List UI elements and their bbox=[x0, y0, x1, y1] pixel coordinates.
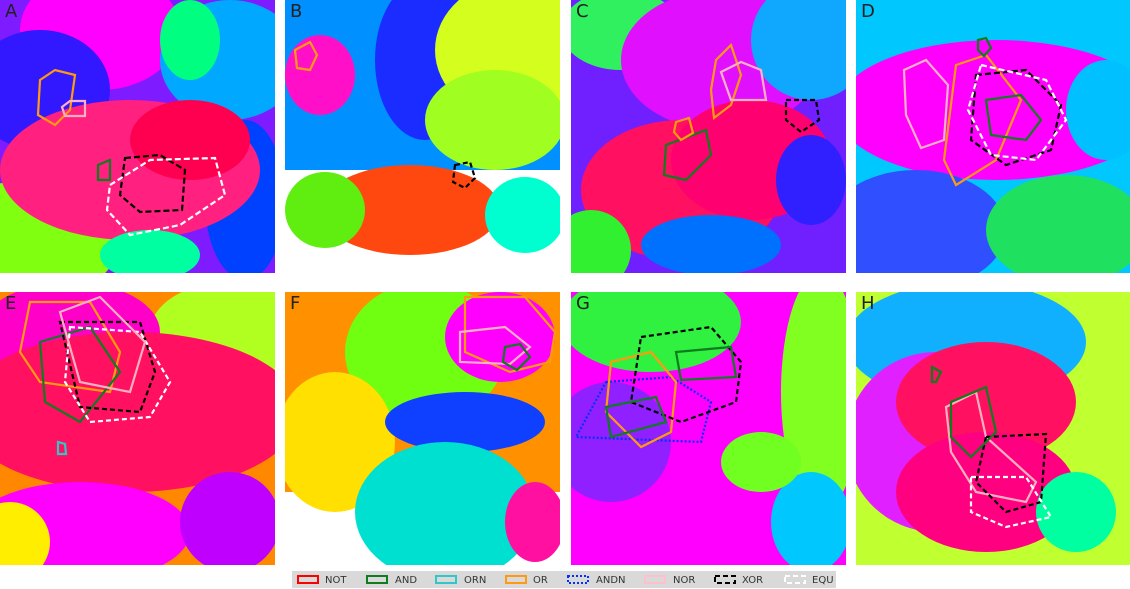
panel-label: G bbox=[576, 293, 590, 314]
panel-label: A bbox=[5, 1, 18, 22]
legend-swatch bbox=[644, 575, 666, 584]
legend-swatch bbox=[435, 575, 457, 584]
panel-g: G bbox=[571, 292, 846, 565]
panel-h: H bbox=[856, 292, 1130, 565]
panel-label: E bbox=[5, 293, 16, 314]
panel-label: C bbox=[576, 1, 589, 22]
panel-e: E bbox=[0, 292, 275, 565]
legend-swatch bbox=[366, 575, 388, 584]
legend-label: AND bbox=[395, 575, 417, 586]
legend-label: ORN bbox=[464, 575, 486, 586]
legend-label: NOT bbox=[325, 575, 347, 586]
legend-swatch bbox=[784, 575, 806, 584]
legend-swatch bbox=[567, 575, 589, 584]
legend-label: OR bbox=[533, 575, 548, 586]
legend: NOT AND ORN OR ANDN NOR XOR EQU bbox=[292, 571, 836, 588]
panel-label: D bbox=[861, 1, 875, 22]
panel-a: A bbox=[0, 0, 275, 273]
panel-c: C bbox=[571, 0, 846, 273]
panel-label: H bbox=[861, 293, 875, 314]
legend-swatch bbox=[297, 575, 319, 584]
legend-label: EQU bbox=[812, 575, 834, 586]
legend-label: XOR bbox=[742, 575, 763, 586]
panel-label: B bbox=[290, 1, 302, 22]
legend-swatch bbox=[714, 575, 736, 584]
legend-swatch bbox=[505, 575, 527, 584]
panel-b: B bbox=[285, 0, 560, 273]
panel-f: F bbox=[285, 292, 560, 565]
panel-d: D bbox=[856, 0, 1130, 273]
legend-background bbox=[292, 571, 836, 588]
panel-label: F bbox=[290, 293, 300, 314]
legend-label: ANDN bbox=[596, 575, 626, 586]
legend-label: NOR bbox=[673, 575, 695, 586]
